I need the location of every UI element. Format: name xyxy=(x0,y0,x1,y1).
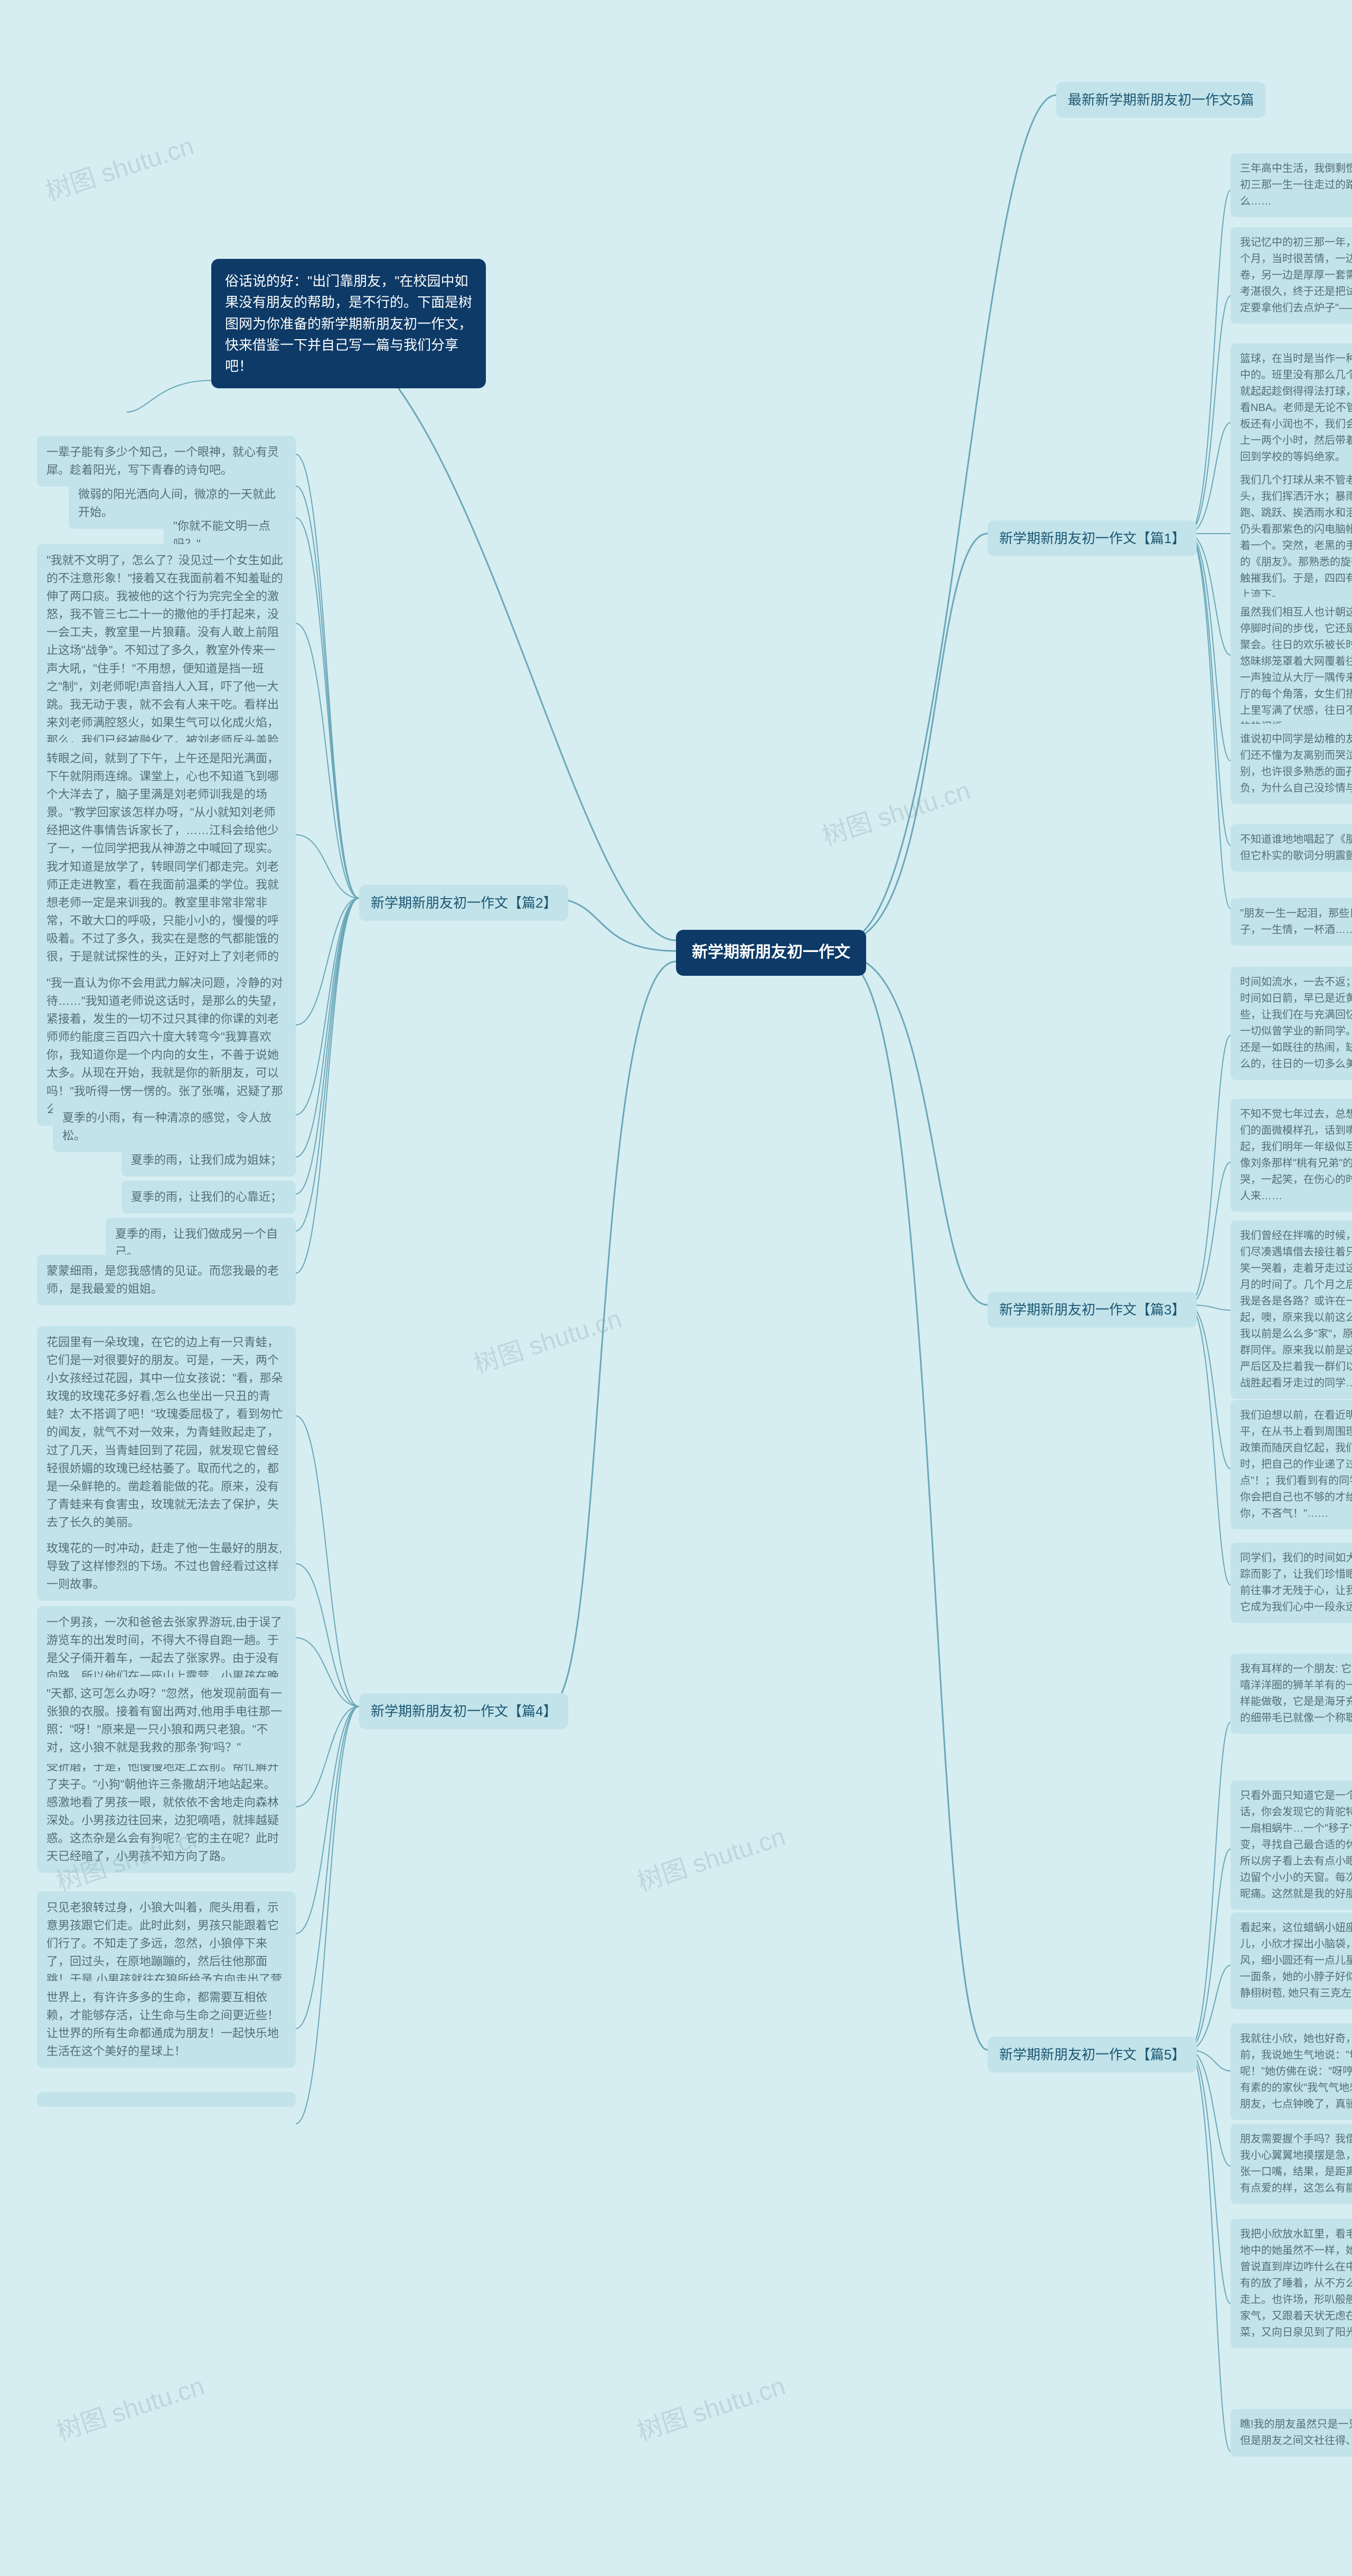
leaf-2-8: 夏季的雨，让我们的心靠近； xyxy=(121,1181,296,1214)
leaf-1-2: 篮球，在当时是当作一种发泄方式而存在于我们当中的。班里没有那么几个人喜欢迷恋政治… xyxy=(1231,343,1352,473)
branch-2[interactable]: 新学期新朋友初一作文【篇2】 xyxy=(359,885,568,921)
leaf-5-1: 只看外面只知道它是一个卫士，但是仔细观察的话，你会发现它的背驼特躯着蜗轧。原来它… xyxy=(1231,1780,1352,1910)
watermark: 树图 shutu.cn xyxy=(40,125,198,208)
watermark: 树图 shutu.cn xyxy=(816,770,974,852)
leaf-1-4: 虽然我们相互人也计朝这一天的到来，但终究无法停脚时间的步伐，它还是来了，这是我们… xyxy=(1231,597,1352,743)
leaf-4-5: 世界上，有许许多多的生命，都需要互相依赖，才能够存活，让生命与生命之间更近些！让… xyxy=(37,1981,296,2068)
leaf-3-0: 时间如流水，一去不返；时间如浮虹，瞬间即逝；时间如日箭，早已是近黄昏。时光老人，… xyxy=(1231,967,1352,1080)
leaf-1-3: 我们几个打球从来不管老天爷是什么脸色，烈日当头，我们挥洒汗水；暴雨倾盆，我们就在… xyxy=(1231,465,1352,611)
root-node[interactable]: 新学期新朋友初一作文 xyxy=(676,930,866,976)
watermark: 树图 shutu.cn xyxy=(632,2365,789,2448)
leaf-5-3: 我就往小欣，她也好奇，听不出，她地许您在睡觉前，我说她生气地说："切不理会我事呀… xyxy=(1231,2023,1352,2120)
leaf-5-2: 看起来，这位蜡蜗小妞座文静，内向，过了好一会儿，小欣才探出小脑袋，东张西望。形状… xyxy=(1231,1912,1352,2009)
topright-node[interactable]: 最新新学期新朋友初一作文5篇 xyxy=(1056,82,1265,118)
leaf-4-1: 玫瑰花的一时冲动，赶走了他一生最好的朋友,导致了这样惨烈的下场。不过也曾经看过这… xyxy=(37,1532,296,1601)
branch-4[interactable]: 新学期新朋友初一作文【篇4】 xyxy=(359,1693,568,1729)
leaf-2-7: 夏季的雨，让我们成为姐妹； xyxy=(121,1144,296,1177)
leaf-4-6 xyxy=(37,2092,296,2107)
branch-5[interactable]: 新学期新朋友初一作文【篇5】 xyxy=(988,2037,1197,2073)
leaf-5-0: 我有耳样的一个朋友: 它的体型有点剑别，发型和嘻嘻洋洋圈的狮羊羊有的一拼，但是它… xyxy=(1231,1654,1352,1734)
leaf-5-4: 朋友需要握个手吗？我借牠不自觉地越给越头凄，我小心翼翼地摸摆是急，生怕她会把天枝… xyxy=(1231,2124,1352,2204)
leaf-2-10: 蒙蒙细雨，是您我感情的见证。而您我最的老师，是我最爱的姐姐。 xyxy=(37,1255,296,1305)
branch-1[interactable]: 新学期新朋友初一作文【篇1】 xyxy=(988,520,1197,556)
watermark: 树图 shutu.cn xyxy=(468,1298,625,1380)
leaf-4-0: 花园里有一朵玫瑰，在它的边上有一只青蛙，它们是一对很要好的朋友。可是，一天，两个… xyxy=(37,1326,296,1539)
leaf-3-2: 我们曾经在拌嘴的时候，眼前就会出现一只手，我们尽凑遇填借去接往着只手，在朋友的搀… xyxy=(1231,1220,1352,1399)
leaf-1-6: 不知道谁地地唱起了《朋友》，虽没有音乐的伴奏，但它朴实的歌词分明震颤了在场的每个… xyxy=(1231,824,1352,872)
watermark: 树图 shutu.cn xyxy=(632,1816,789,1898)
leaf-1-0: 三年高中生活，我倒剩惯略了三分之一，回头看看初三那一生一往走过的路，心里似乎又多… xyxy=(1231,153,1352,217)
leaf-3-1: 不知不觉七年过去，总想说说什么，却看见如同学们的面微模样孔，话到嘴说出口，又不知… xyxy=(1231,1099,1352,1212)
intro-node[interactable]: 俗话说的好："出门靠朋友，"在校园中如果没有朋友的帮助，是不行的。下面是树图网为… xyxy=(211,259,486,388)
leaf-1-1: 我记忆中的初三那一年，事实上仅仅是中考前的一个月，当时很苦情，一边抱怨似乎永远倒… xyxy=(1231,227,1352,324)
watermark: 树图 shutu.cn xyxy=(51,2365,208,2448)
leaf-5-5: 我把小欣放水缸里，看毛在蔚蓝的"地毯"上，和不地中的她虽然不一样，她显示出狼自由… xyxy=(1231,2219,1352,2348)
leaf-5-6: 瞧!我的朋友虽然只是一只萌潮潮的、矮小的动物，但是朋友之间文社往得、快乐却那才最… xyxy=(1231,2409,1352,2457)
branch-3[interactable]: 新学期新朋友初一作文【篇3】 xyxy=(988,1292,1197,1328)
leaf-3-4: 同学们，我们的时间如大海的一滴水，马上就要无踪而影了，让我们珍惜眼眼瞬时间，只有… xyxy=(1231,1543,1352,1623)
leaf-3-3: 我们迫想以前，在看近明亮时，不禁为细面打抱不平，在从书上看到周围理的工作时，为他… xyxy=(1231,1400,1352,1529)
leaf-1-7: "朋友一生一起泪，那些日子不再有，一句话一辈子，一生情，一杯酒……" xyxy=(1231,898,1352,946)
leaf-1-5: 谁说初中同学是幼稚的友谊？难道十四、五岁的我们还不憧为友离别而哭泣？大家都知道，… xyxy=(1231,724,1352,804)
leaf-4-3: "天都, 这可怎么办呀？"忽然，他发现前面有一张狼的衣服。接着有窗出两对,他用手… xyxy=(37,1677,296,1764)
